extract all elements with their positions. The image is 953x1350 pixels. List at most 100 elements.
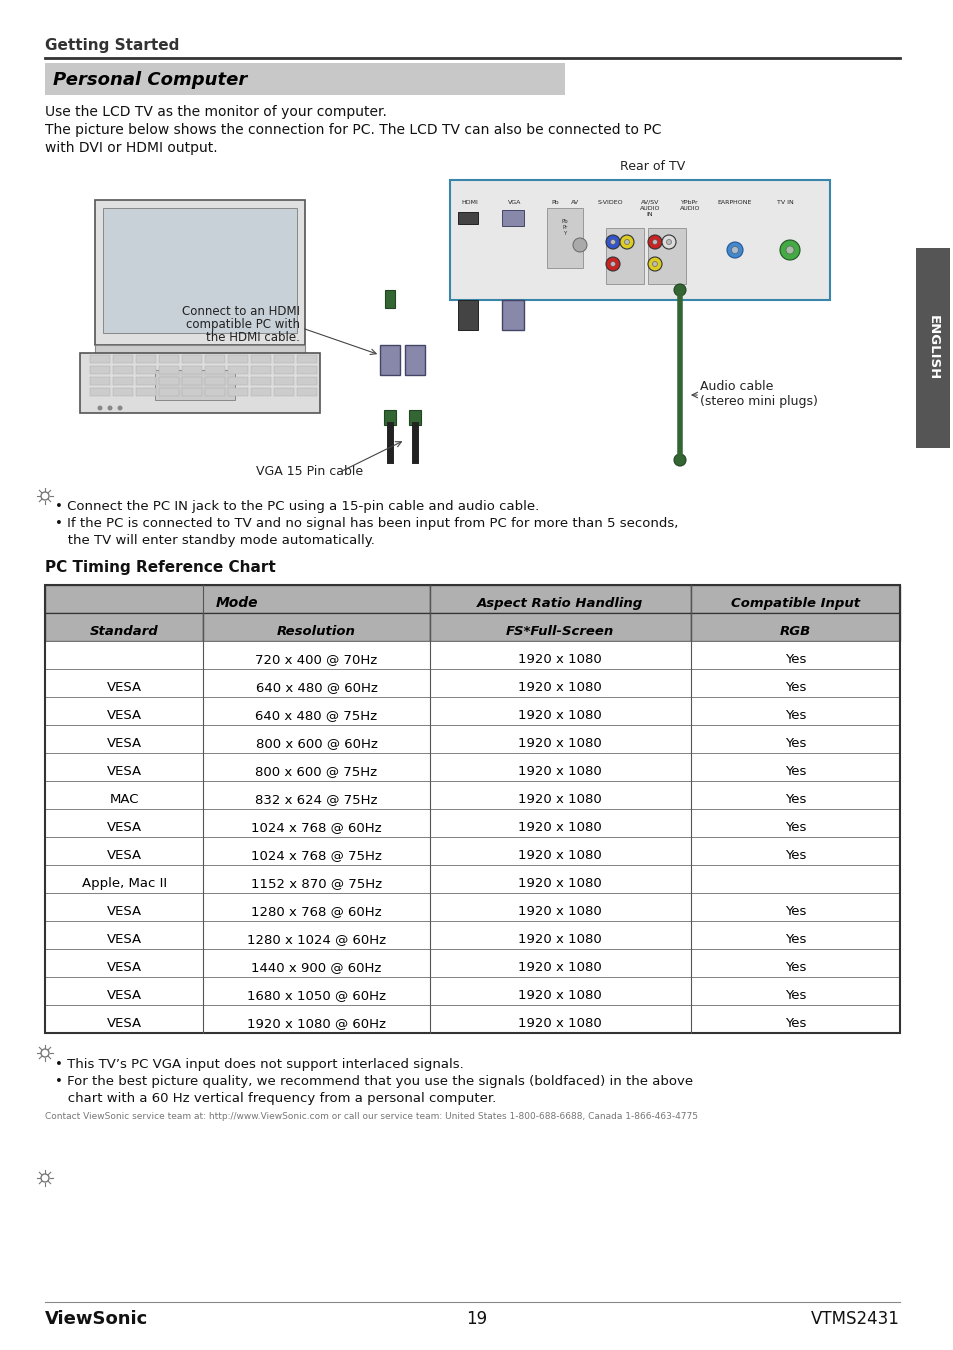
Text: VESA: VESA (107, 933, 141, 946)
Bar (154, 370, 234, 400)
Bar (95, 200, 305, 346)
Bar (605, 228, 643, 284)
Circle shape (605, 256, 619, 271)
Text: Mode: Mode (216, 597, 258, 610)
Bar (45, 782, 203, 809)
Text: 1152 x 870 @ 75Hz: 1152 x 870 @ 75Hz (251, 876, 381, 890)
Bar (429, 892, 690, 921)
Text: VESA: VESA (107, 849, 141, 861)
Bar (690, 809, 899, 837)
Circle shape (652, 262, 657, 266)
Bar (251, 355, 271, 363)
Bar (429, 921, 690, 949)
Bar (429, 782, 690, 809)
Text: AV: AV (570, 200, 578, 205)
Circle shape (610, 262, 615, 266)
Text: the HDMI cable.: the HDMI cable. (206, 331, 299, 344)
Bar (274, 355, 294, 363)
Bar (90, 355, 110, 363)
Text: 19: 19 (466, 1310, 487, 1328)
Bar (429, 725, 690, 753)
Bar (429, 670, 690, 697)
Text: 1920 x 1080: 1920 x 1080 (517, 652, 601, 666)
Text: Resolution: Resolution (276, 625, 355, 637)
Bar (95, 346, 305, 352)
Bar (228, 387, 248, 396)
Bar (690, 585, 899, 613)
Bar (112, 355, 132, 363)
Bar (203, 641, 429, 670)
Text: VESA: VESA (107, 1017, 141, 1030)
Bar (159, 366, 179, 374)
Text: (stereo mini plugs): (stereo mini plugs) (700, 396, 817, 408)
Text: 1024 x 768 @ 60Hz: 1024 x 768 @ 60Hz (251, 821, 381, 834)
Bar (429, 949, 690, 977)
Bar (182, 377, 202, 385)
Circle shape (673, 454, 685, 466)
Bar (296, 387, 316, 396)
Bar (501, 211, 523, 225)
Bar (690, 892, 899, 921)
Circle shape (108, 405, 112, 410)
Text: 832 x 624 @ 75Hz: 832 x 624 @ 75Hz (255, 792, 377, 806)
Bar (450, 180, 829, 300)
Text: 720 x 400 @ 70Hz: 720 x 400 @ 70Hz (255, 652, 377, 666)
Text: 1920 x 1080: 1920 x 1080 (517, 961, 601, 973)
Text: 1280 x 1024 @ 60Hz: 1280 x 1024 @ 60Hz (247, 933, 386, 946)
Bar (112, 387, 132, 396)
Text: 1280 x 768 @ 60Hz: 1280 x 768 @ 60Hz (251, 904, 381, 918)
Circle shape (780, 240, 800, 261)
Bar (690, 1004, 899, 1033)
Bar (136, 377, 156, 385)
Bar (228, 377, 248, 385)
Bar (203, 892, 429, 921)
Text: with DVI or HDMI output.: with DVI or HDMI output. (45, 140, 217, 155)
Bar (429, 753, 690, 782)
Text: Yes: Yes (783, 680, 805, 694)
Bar (274, 366, 294, 374)
Text: Contact ViewSonic service team at: http://www.ViewSonic.com or call our service : Contact ViewSonic service team at: http:… (45, 1112, 698, 1120)
Bar (690, 865, 899, 892)
Bar (45, 585, 899, 1033)
Text: Yes: Yes (783, 764, 805, 778)
Circle shape (97, 405, 102, 410)
Bar (690, 697, 899, 725)
Text: TV IN: TV IN (776, 200, 793, 205)
Circle shape (619, 235, 634, 248)
Bar (457, 212, 477, 224)
Text: VESA: VESA (107, 821, 141, 834)
Text: VESA: VESA (107, 904, 141, 918)
Text: S-VIDEO: S-VIDEO (597, 200, 622, 205)
Text: VESA: VESA (107, 709, 141, 722)
Bar (45, 977, 203, 1004)
Text: VESA: VESA (107, 737, 141, 749)
Bar (45, 670, 203, 697)
Bar (205, 387, 225, 396)
Text: 1920 x 1080: 1920 x 1080 (517, 876, 601, 890)
Text: • Connect the PC IN jack to the PC using a 15-pin cable and audio cable.: • Connect the PC IN jack to the PC using… (55, 500, 538, 513)
Bar (405, 346, 424, 375)
Text: Getting Started: Getting Started (45, 38, 179, 53)
Bar (203, 670, 429, 697)
Text: Yes: Yes (783, 988, 805, 1002)
Bar (296, 355, 316, 363)
Text: VGA: VGA (508, 200, 521, 205)
Bar (429, 865, 690, 892)
Bar (690, 753, 899, 782)
Bar (45, 585, 429, 613)
Bar (203, 753, 429, 782)
Bar (203, 977, 429, 1004)
Text: 640 x 480 @ 60Hz: 640 x 480 @ 60Hz (255, 680, 377, 694)
Bar (136, 387, 156, 396)
Text: 1920 x 1080: 1920 x 1080 (517, 849, 601, 861)
Circle shape (673, 284, 685, 296)
Text: RGB: RGB (779, 625, 810, 637)
Text: 1920 x 1080 @ 60Hz: 1920 x 1080 @ 60Hz (247, 1017, 386, 1030)
Text: • For the best picture quality, we recommend that you use the signals (boldfaced: • For the best picture quality, we recom… (55, 1075, 693, 1088)
Circle shape (785, 246, 793, 254)
Text: Aspect Ratio Handling: Aspect Ratio Handling (476, 597, 642, 610)
Text: Pb
Pr
Y: Pb Pr Y (561, 220, 568, 236)
Bar (457, 300, 477, 329)
Text: Standard: Standard (90, 625, 158, 637)
Bar (90, 366, 110, 374)
